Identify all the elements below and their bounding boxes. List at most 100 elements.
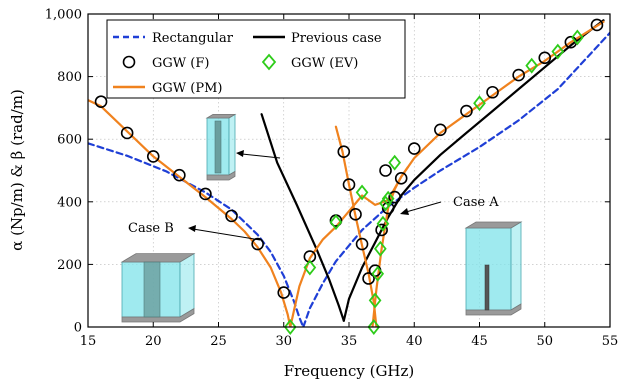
point-ggw-f <box>342 178 356 191</box>
insets <box>120 113 523 323</box>
inset-top <box>205 113 237 181</box>
legend-label-ggw-ev: GGW (EV) <box>291 56 358 71</box>
annotations: Case B Case A <box>128 150 499 241</box>
inset-case-b-ridge <box>143 261 161 318</box>
inset-case-b <box>120 252 196 323</box>
point-ggw-f <box>199 187 212 201</box>
point-ggw-f <box>225 209 238 223</box>
arrowhead-case-a <box>400 208 409 215</box>
point-ggw-ev <box>355 184 369 201</box>
point-ggw-ev <box>381 190 395 207</box>
point-ggw-f <box>512 68 525 82</box>
legend-box <box>106 19 406 99</box>
arrow-case-b <box>192 228 261 241</box>
x-tick-label: 30 <box>275 334 292 349</box>
legend: Rectangular Previous case GGW (F) GGW (E… <box>106 19 406 99</box>
inset-case-a-top-plate <box>464 221 523 229</box>
inset-case-b-side <box>179 252 195 318</box>
point-ggw-ev <box>367 319 381 335</box>
point-ggw-ev <box>571 29 584 46</box>
x-tick-label: 35 <box>341 334 358 349</box>
point-ggw-ev <box>388 154 402 171</box>
legend-label-rectangular: Rectangular <box>152 31 234 46</box>
point-ggw-ev <box>551 43 565 60</box>
inset-case-a-bottom-plate <box>465 303 522 316</box>
y-tick-label: 1,000 <box>45 8 82 23</box>
point-ggw-f <box>375 223 388 237</box>
point-ggw-f <box>173 168 186 182</box>
point-ggw-f <box>146 150 160 163</box>
point-ggw-ev <box>376 215 390 232</box>
point-ggw-f <box>94 95 108 108</box>
point-ggw-f <box>388 190 401 204</box>
point-ggw-ev <box>283 319 297 335</box>
arrow-inset-top <box>241 153 281 159</box>
inset-top-side <box>228 113 236 176</box>
y-tick-label: 800 <box>57 70 82 85</box>
series-line-rectangular <box>88 142 305 327</box>
point-ggw-ev <box>303 259 317 276</box>
point-ggw-f <box>538 51 552 65</box>
x-tick-label: 55 <box>602 334 619 349</box>
point-ggw-f <box>120 126 134 140</box>
x-tick-label: 25 <box>210 334 227 349</box>
point-ggw-f <box>460 104 473 118</box>
inset-case-a-side <box>510 221 522 311</box>
inset-case-b-top-plate <box>120 253 196 263</box>
point-ggw-ev <box>473 95 486 112</box>
point-ggw-f <box>379 164 392 177</box>
inset-top-bottom-plate <box>206 170 236 181</box>
y-tick-label: 600 <box>57 133 82 148</box>
inset-top-ridge <box>214 120 222 174</box>
point-ggw-f <box>486 85 499 99</box>
point-ggw-f <box>349 208 362 221</box>
point-ggw-f <box>251 237 264 251</box>
point-ggw-ev <box>379 195 392 212</box>
point-ggw-ev <box>329 214 343 231</box>
y-tick-label: 400 <box>57 195 82 210</box>
legend-label-previous: Previous case <box>291 31 382 46</box>
y-axis-label: α (Np/m) & β (rad/m) <box>8 89 26 251</box>
point-ggw-ev <box>371 265 385 282</box>
legend-marker-ggw-ev <box>261 53 277 71</box>
point-ggw-f <box>590 18 604 32</box>
legend-marker-ggw-f <box>122 55 136 69</box>
point-ggw-f <box>434 123 447 137</box>
annotation-case-a: Case A <box>453 195 499 210</box>
point-ggw-f <box>394 172 408 185</box>
point-ggw-f <box>277 286 291 299</box>
x-tick-label: 20 <box>145 334 162 349</box>
arrowhead-inset-top <box>236 150 244 157</box>
point-ggw-f <box>362 272 375 285</box>
legend-label-ggw-pm: GGW (PM) <box>152 81 222 96</box>
arrow-case-a <box>405 201 442 213</box>
y-tick-label: 0 <box>74 321 82 336</box>
point-ggw-ev <box>368 292 382 309</box>
point-ggw-ev <box>525 57 539 74</box>
y-tick-label: 200 <box>57 258 82 273</box>
x-tick-label: 45 <box>471 334 488 349</box>
point-ggw-ev <box>373 240 387 257</box>
y-tick-labels: 0 200 400 600 800 1,000 <box>45 8 82 336</box>
point-ggw-f <box>407 142 421 155</box>
point-ggw-f <box>355 237 369 251</box>
x-tick-label: 50 <box>536 334 553 349</box>
inset-case-a <box>464 221 523 316</box>
inset-top-top-plate <box>205 114 237 119</box>
series-line-ggw-pm <box>88 99 292 327</box>
legend-label-ggw-f: GGW (F) <box>152 56 209 71</box>
point-ggw-f <box>337 145 351 159</box>
x-tick-labels: 15 20 25 30 35 40 45 50 55 <box>80 334 619 349</box>
x-tick-label: 40 <box>406 334 423 349</box>
x-axis-label: Frequency (GHz) <box>284 362 415 380</box>
x-tick-label: 15 <box>80 334 97 349</box>
annotation-case-b: Case B <box>128 221 174 236</box>
ticks <box>87 13 611 328</box>
marker-layer <box>94 18 604 335</box>
point-ggw-f <box>381 201 395 215</box>
inset-case-a-pin <box>484 264 490 311</box>
inset-case-b-bottom-plate <box>121 307 195 323</box>
arrowhead-case-b <box>188 225 196 232</box>
series-line-previous-case <box>342 19 605 322</box>
